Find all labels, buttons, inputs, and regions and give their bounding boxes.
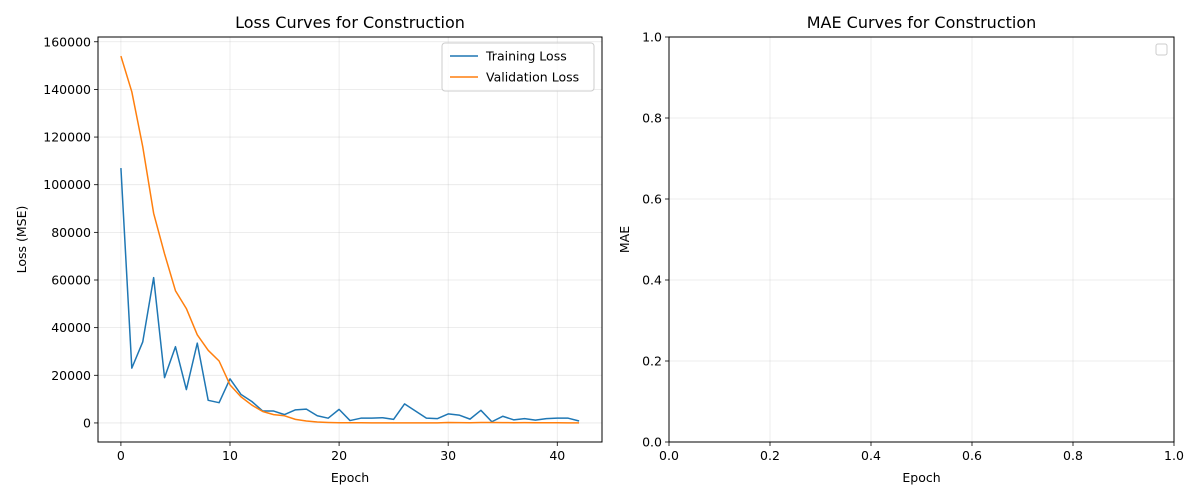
x-tick-label: 10: [222, 448, 238, 463]
y-tick-label: 140000: [43, 82, 91, 97]
y-tick-label: 20000: [51, 368, 91, 383]
x-tick-label: 40: [549, 448, 565, 463]
x-tick-label: 0: [117, 448, 125, 463]
x-tick-label: 0.4: [861, 448, 881, 463]
y-tick-label: 0.6: [642, 192, 662, 207]
mae-ticks: 0.0 0.2 0.4 0.6 0.8 1.0 0.0 0.2 0.4 0.6 0.8 1.0: [642, 30, 1184, 464]
y-tick-label: 0.0: [642, 435, 662, 450]
mae-empty-legend: [1155, 43, 1168, 56]
x-tick-label: 0.0: [659, 448, 679, 463]
y-tick-label: 0: [83, 415, 91, 430]
legend-entry: Validation Loss: [486, 70, 579, 85]
x-tick-label: 20: [331, 448, 347, 463]
y-tick-label: 1.0: [642, 30, 662, 45]
loss-subplot: 0 10 20 30 40 0 20000 40000 60000 80000 100000 1200…: [14, 13, 603, 485]
y-tick-label: 0.2: [642, 354, 662, 369]
legend-entry: Training Loss: [485, 49, 567, 64]
y-tick-label: 80000: [51, 225, 91, 240]
x-tick-label: 30: [440, 448, 456, 463]
mae-chart-title: MAE Curves for Construction: [807, 13, 1037, 32]
x-tick-label: 0.6: [962, 448, 982, 463]
series-line-training-loss: [120, 167, 580, 423]
loss-series-lines: [120, 55, 580, 424]
mae-axes-frame: [668, 36, 1175, 443]
mae-x-axis-label: Epoch: [902, 470, 940, 485]
loss-y-axis-label: Loss (MSE): [14, 206, 29, 274]
x-tick-label: 0.8: [1063, 448, 1083, 463]
y-tick-label: 40000: [51, 320, 91, 335]
series-line-validation-loss: [120, 55, 580, 424]
loss-chart-title: Loss Curves for Construction: [235, 13, 465, 32]
y-tick-label: 100000: [43, 177, 91, 192]
y-tick-label: 0.8: [642, 111, 662, 126]
y-tick-label: 120000: [43, 130, 91, 145]
x-tick-label: 1.0: [1164, 448, 1184, 463]
loss-ticks: 0 10 20 30 40 0 20000 40000 60000 80000 100000 1200…: [43, 34, 565, 463]
y-tick-label: 0.4: [642, 273, 662, 288]
loss-axes-frame: [97, 36, 603, 443]
mae-y-axis-label: MAE: [617, 226, 632, 253]
x-tick-label: 0.2: [760, 448, 780, 463]
mae-subplot: 0.0 0.2 0.4 0.6 0.8 1.0 0.0 0.2 0.4 0.6 0.8 1.0 MAE…: [617, 13, 1184, 485]
y-tick-label: 60000: [51, 273, 91, 288]
loss-legend: Training Loss Validation Loss: [441, 42, 595, 92]
y-tick-label: 160000: [43, 34, 91, 49]
loss-x-axis-label: Epoch: [331, 470, 369, 485]
legend-box: [441, 42, 595, 92]
